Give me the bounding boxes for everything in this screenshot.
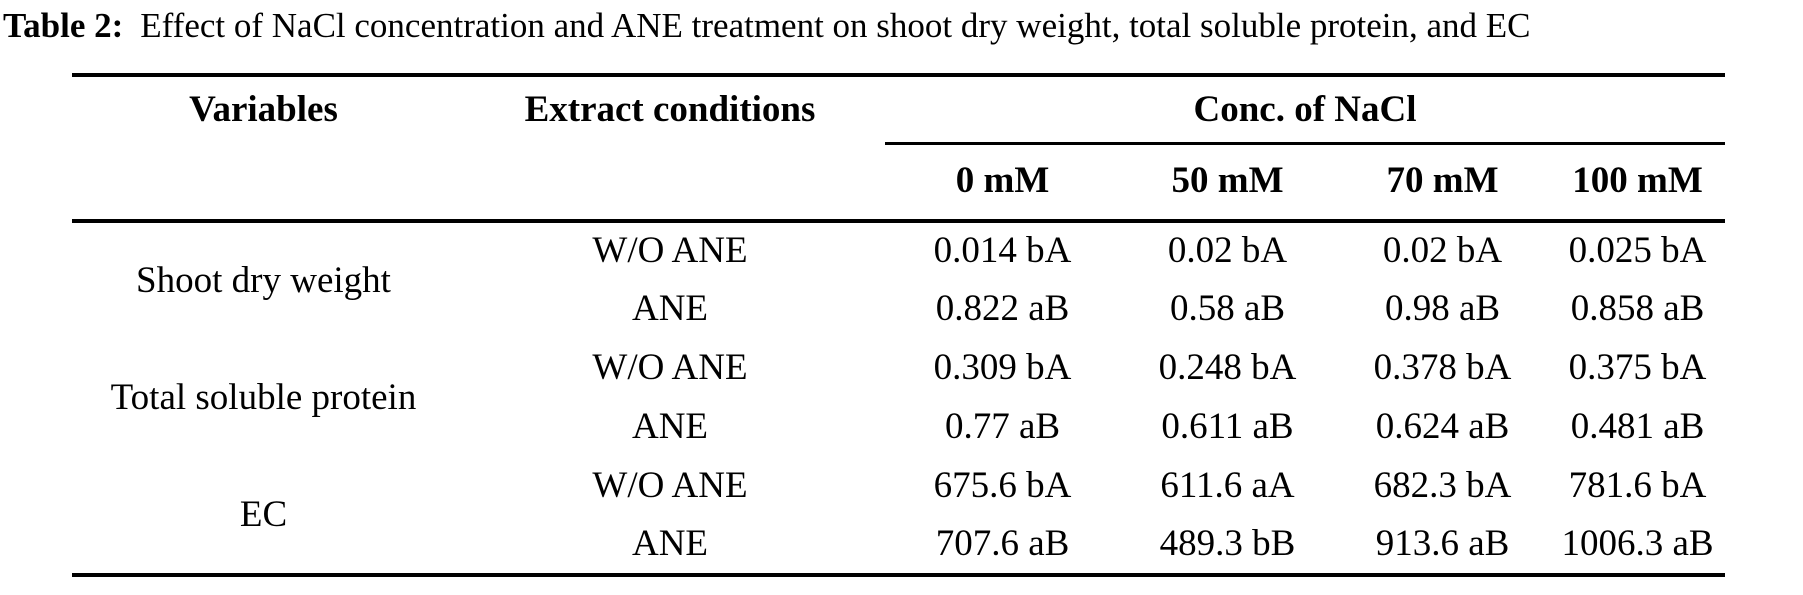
col-header-70mm: 70 mM — [1335, 143, 1550, 223]
header-row-1: Variables Extract conditions Conc. of Na… — [72, 75, 1726, 223]
condition-cell: ANE — [631, 523, 709, 565]
table-row: Total soluble protein W/O ANE 0.309 bA 0… — [72, 339, 1725, 418]
col-header-conc-of-nacl: Conc. of NaCl — [885, 75, 1726, 145]
value-cell: 0.248 bA — [1158, 347, 1297, 389]
value-cell: 913.6 aB — [1375, 523, 1510, 565]
value-cell: 1006.3 aB — [1561, 523, 1714, 565]
col-header-extract-conditions: Extract conditions — [455, 75, 885, 223]
value-cell: 0.02 bA — [1382, 230, 1503, 272]
col-header-0mm: 0 mM — [885, 143, 1120, 223]
variable-cell-total-soluble-protein: Total soluble protein — [110, 376, 417, 418]
value-cell: 0.481 aB — [1570, 406, 1705, 448]
value-cell: 0.822 aB — [935, 288, 1070, 330]
value-cell: 0.58 aB — [1169, 288, 1286, 330]
results-table: Variables Extract conditions Conc. of Na… — [72, 73, 1726, 577]
condition-cell: W/O ANE — [592, 347, 748, 389]
value-cell: 781.6 bA — [1568, 465, 1707, 507]
value-cell: 0.611 aB — [1161, 406, 1294, 448]
table-caption-text: Effect of NaCl concentration and ANE tre… — [140, 6, 1531, 45]
value-cell: 611.6 aA — [1160, 465, 1295, 507]
table-row: ANE 707.6 aB 489.3 bB 913.6 aB 1006.3 aB — [72, 516, 1725, 575]
value-cell: 0.02 bA — [1167, 230, 1288, 272]
value-cell: 0.309 bA — [933, 347, 1072, 389]
table-row: EC W/O ANE 675.6 bA 611.6 aA 682.3 bA 78… — [72, 457, 1725, 535]
value-cell: 682.3 bA — [1373, 465, 1512, 507]
table-caption: Table 2: Effect of NaCl concentration and… — [3, 3, 1531, 49]
table-row: ANE 0.822 aB 0.58 aB 0.98 aB 0.858 aB — [72, 280, 1725, 339]
value-cell: 0.858 aB — [1570, 288, 1705, 330]
col-header-50mm: 50 mM — [1120, 143, 1335, 223]
variable-cell-ec: EC — [239, 493, 288, 535]
value-cell: 0.014 bA — [933, 230, 1072, 272]
condition-cell: W/O ANE — [592, 230, 748, 272]
table-caption-label: Table 2: — [3, 6, 124, 45]
value-cell: 0.98 aB — [1384, 288, 1501, 330]
value-cell: 675.6 bA — [933, 465, 1072, 507]
condition-cell: ANE — [631, 288, 709, 330]
col-header-100mm: 100 mM — [1550, 143, 1726, 223]
header-row-2: 0 mM 50 mM 70 mM 100 mM — [72, 143, 1726, 223]
value-cell: 707.6 aB — [935, 523, 1070, 565]
value-cell: 0.77 aB — [944, 406, 1061, 448]
condition-cell: W/O ANE — [592, 465, 748, 507]
condition-cell: ANE — [631, 406, 709, 448]
value-cell: 489.3 bB — [1159, 523, 1296, 565]
value-cell: 0.375 bA — [1568, 347, 1707, 389]
value-cell: 0.624 aB — [1375, 406, 1510, 448]
table-row: ANE 0.77 aB 0.611 aB 0.624 aB 0.481 aB — [72, 398, 1725, 457]
value-cell: 0.378 bA — [1373, 347, 1512, 389]
table-row: Shoot dry weight W/O ANE 0.014 bA 0.02 b… — [72, 221, 1725, 301]
col-header-variables: Variables — [72, 75, 455, 223]
variable-cell-shoot-dry-weight: Shoot dry weight — [136, 259, 391, 301]
value-cell: 0.025 bA — [1568, 230, 1707, 272]
